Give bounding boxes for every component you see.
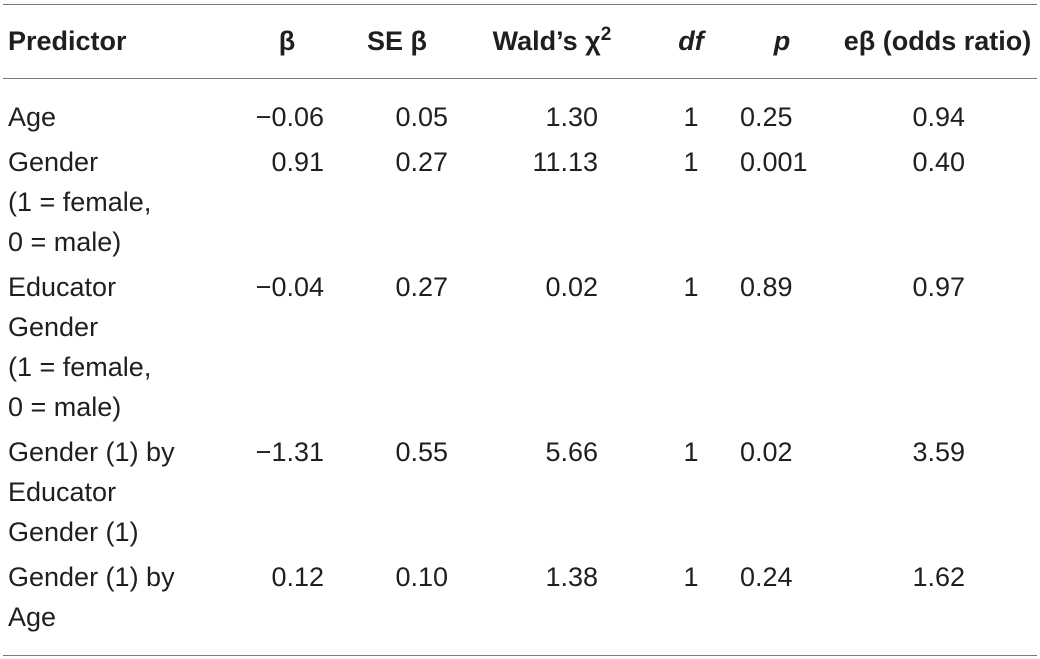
predictor-line: (1 = female, bbox=[8, 352, 152, 382]
table-row: Gender (1 = female, 0 = male) 0.91 0.27 11.13… bbox=[3, 142, 1037, 267]
cell-odds-ratio: 0.40 bbox=[912, 147, 965, 177]
cell-p: 0.25 bbox=[740, 102, 793, 132]
cell-df: 1 bbox=[683, 562, 699, 592]
cell-beta: −0.06 bbox=[255, 102, 324, 132]
header-predictor: Predictor bbox=[8, 26, 127, 56]
cell-predictor: Gender (1) by Educator Gender (1) bbox=[3, 432, 228, 557]
predictor-line: Gender (1) bbox=[8, 517, 139, 547]
table-row: Gender (1) by Educator Gender (1) −1.31 0.55… bbox=[3, 432, 1037, 557]
predictor-line: Gender (1) by bbox=[8, 437, 175, 467]
cell-wald-chi-square: 1.38 bbox=[545, 562, 598, 592]
header-se-beta: SE β bbox=[367, 26, 427, 56]
cell-odds-ratio: 1.62 bbox=[912, 562, 965, 592]
cell-odds-ratio: 3.59 bbox=[912, 437, 965, 467]
cell-wald-chi-square: 1.30 bbox=[545, 102, 598, 132]
cell-beta: −0.04 bbox=[255, 272, 324, 302]
cell-df: 1 bbox=[683, 437, 699, 467]
predictor-line: Age bbox=[8, 602, 57, 632]
cell-predictor: Age bbox=[3, 79, 228, 143]
predictor-line: Gender (1) by bbox=[8, 562, 175, 592]
predictor-line: Gender bbox=[8, 312, 99, 342]
cell-p: 0.02 bbox=[740, 437, 793, 467]
regression-table: Predictor β SE β Wald’s χ2 df p eβ (odds… bbox=[3, 4, 1037, 656]
cell-se-beta: 0.05 bbox=[395, 102, 448, 132]
table-row: Gender (1) by Age 0.12 0.10 1.38 1 0.24 1.62 bbox=[3, 557, 1037, 656]
cell-df: 1 bbox=[683, 147, 699, 177]
table-row: Age −0.06 0.05 1.30 1 0.25 0.94 bbox=[3, 79, 1037, 143]
cell-p: 0.001 bbox=[740, 147, 808, 177]
header-wald-label: Wald’s χ bbox=[492, 26, 601, 56]
cell-predictor: Gender (1 = female, 0 = male) bbox=[3, 142, 228, 267]
table-body: Age −0.06 0.05 1.30 1 0.25 0.94 Gender (1 = fema… bbox=[3, 79, 1037, 656]
cell-wald-chi-square: 11.13 bbox=[532, 147, 598, 177]
predictor-line: Age bbox=[8, 102, 57, 132]
header-wald-chi-square: Wald’s χ2 bbox=[448, 5, 656, 79]
cell-beta: 0.91 bbox=[271, 147, 324, 177]
cell-wald-chi-square: 0.02 bbox=[545, 272, 598, 302]
table-row: Educator Gender (1 = female, 0 = male) −0.04… bbox=[3, 267, 1037, 432]
predictor-line: 0 = male) bbox=[8, 227, 122, 257]
cell-se-beta: 0.27 bbox=[395, 147, 448, 177]
cell-beta: −1.31 bbox=[255, 437, 324, 467]
header-df: df bbox=[678, 26, 704, 56]
header-beta: β bbox=[278, 26, 296, 56]
cell-odds-ratio: 0.97 bbox=[912, 272, 965, 302]
predictor-line: Educator bbox=[8, 272, 117, 302]
regression-table-container: Predictor β SE β Wald’s χ2 df p eβ (odds… bbox=[3, 0, 1037, 656]
header-wald-superscript: 2 bbox=[600, 24, 612, 45]
predictor-line: Educator bbox=[8, 477, 117, 507]
cell-beta: 0.12 bbox=[271, 562, 324, 592]
cell-se-beta: 0.55 bbox=[395, 437, 448, 467]
cell-df: 1 bbox=[683, 272, 699, 302]
predictor-line: (1 = female, bbox=[8, 187, 152, 217]
predictor-line: Gender bbox=[8, 147, 99, 177]
header-p: p bbox=[773, 26, 791, 56]
cell-wald-chi-square: 5.66 bbox=[545, 437, 598, 467]
cell-predictor: Gender (1) by Age bbox=[3, 557, 228, 656]
cell-p: 0.24 bbox=[740, 562, 793, 592]
predictor-line: 0 = male) bbox=[8, 392, 122, 422]
cell-df: 1 bbox=[683, 102, 699, 132]
cell-se-beta: 0.10 bbox=[395, 562, 448, 592]
cell-odds-ratio: 0.94 bbox=[912, 102, 965, 132]
cell-predictor: Educator Gender (1 = female, 0 = male) bbox=[3, 267, 228, 432]
header-odds-ratio: eβ (odds ratio) bbox=[843, 26, 1032, 56]
header-row: Predictor β SE β Wald’s χ2 df p eβ (odds… bbox=[3, 4, 1037, 79]
cell-se-beta: 0.27 bbox=[395, 272, 448, 302]
cell-p: 0.89 bbox=[740, 272, 793, 302]
